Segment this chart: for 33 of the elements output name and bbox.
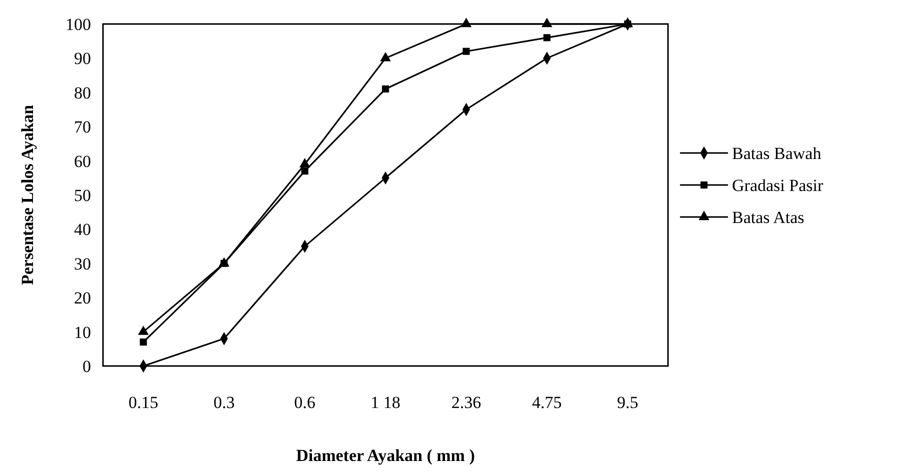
y-tick-label: 30 bbox=[74, 254, 91, 274]
point bbox=[622, 18, 634, 28]
y-tick-label: 90 bbox=[74, 49, 91, 68]
point bbox=[301, 168, 308, 175]
y-tick-label: 100 bbox=[66, 14, 91, 34]
y-tick-label: 40 bbox=[74, 220, 91, 240]
x-tick-label: 0.15 bbox=[128, 393, 158, 412]
legend-label: Batas Atas bbox=[732, 208, 804, 227]
point bbox=[543, 34, 550, 42]
point bbox=[380, 52, 391, 62]
point bbox=[460, 18, 472, 28]
y-tick-label: 50 bbox=[74, 186, 91, 205]
point bbox=[299, 158, 310, 168]
point bbox=[462, 48, 470, 55]
legend-label: Batas Bawah bbox=[732, 144, 822, 163]
y-tick-label: 10 bbox=[74, 322, 91, 342]
y-tick-label: 0 bbox=[82, 356, 91, 376]
x-tick-label: 1 18 bbox=[370, 393, 400, 412]
point bbox=[542, 18, 552, 28]
y-tick-label: 70 bbox=[74, 118, 91, 137]
x-axis-title: Diameter Ayakan ( mm ) bbox=[296, 446, 475, 465]
point bbox=[382, 85, 390, 93]
y-axis-title: Persentase Lolos Ayakan bbox=[18, 104, 37, 286]
y-tick-label: 20 bbox=[74, 288, 91, 308]
x-tick-label: 0.3 bbox=[213, 393, 235, 412]
y-tick-label: 60 bbox=[74, 152, 91, 171]
x-tick-label: 2.36 bbox=[451, 393, 482, 412]
legend-label: Gradasi Pasir bbox=[732, 176, 824, 195]
x-tick-label: 4.75 bbox=[532, 393, 562, 412]
x-tick-label: 0.6 bbox=[294, 393, 316, 412]
y-tick-label: 80 bbox=[74, 83, 91, 102]
x-tick-label: 9.5 bbox=[617, 393, 638, 412]
point bbox=[140, 338, 147, 346]
